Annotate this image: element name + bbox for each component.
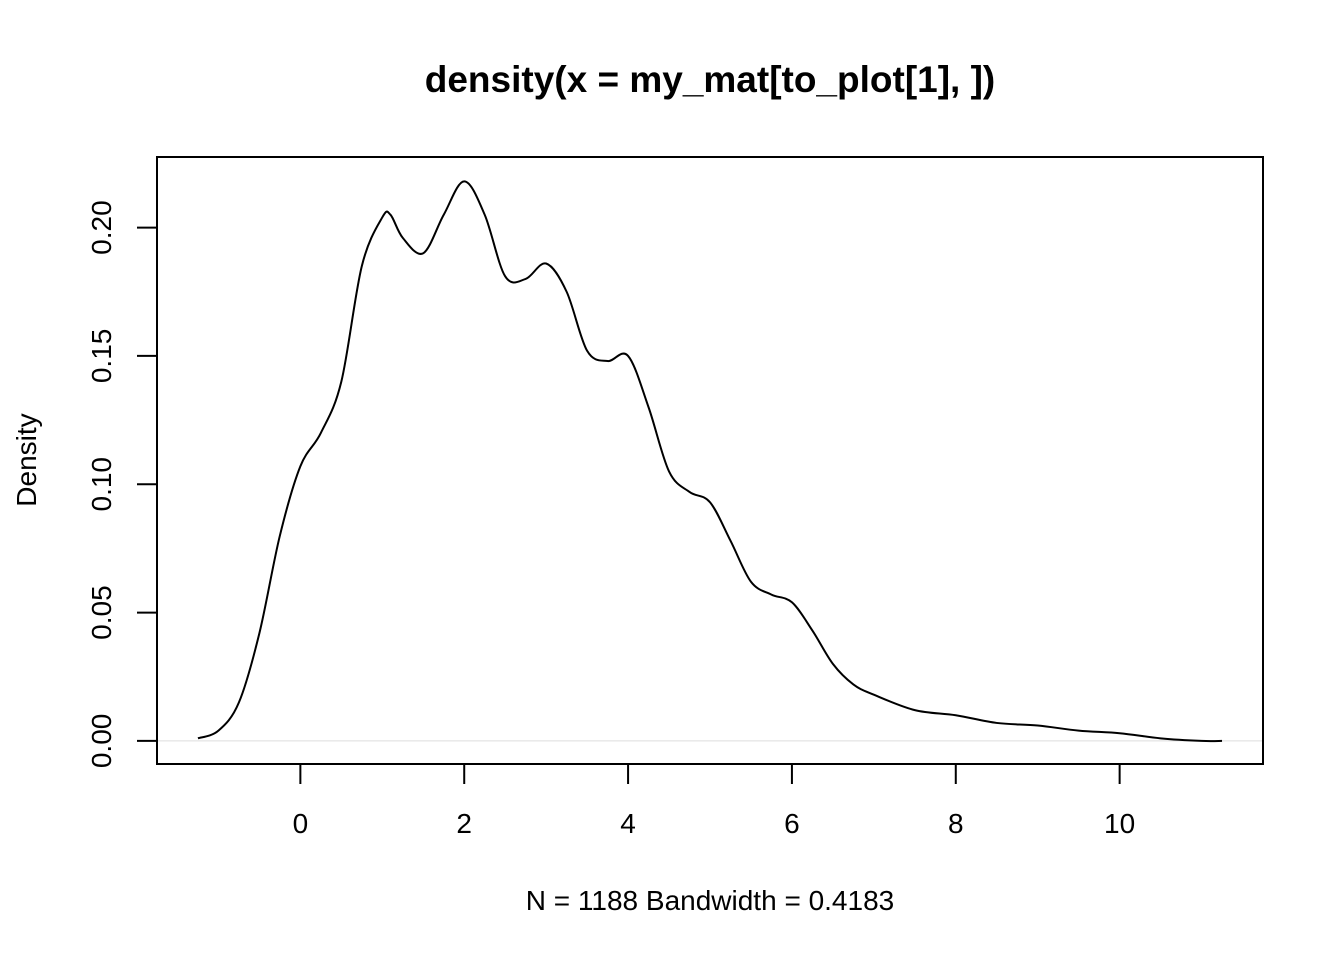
x-tick-label: 8 [948,808,964,839]
chart-title: density(x = my_mat[to_plot[1], ]) [425,59,996,100]
y-tick-label: 0.10 [86,457,117,512]
x-tick-label: 10 [1104,808,1135,839]
y-tick-label: 0.20 [86,200,117,255]
x-axis-label: N = 1188 Bandwidth = 0.4183 [526,885,894,916]
x-tick-label: 6 [784,808,800,839]
x-tick-label: 2 [456,808,472,839]
plot-frame [156,156,1264,765]
x-tick-label: 0 [293,808,309,839]
density-curve [197,180,1223,743]
y-tick-label: 0.00 [86,714,117,769]
y-tick-label: 0.15 [86,329,117,384]
y-axis: 0.00 0.05 0.10 0.15 0.20 [86,200,158,769]
x-axis: 0 2 4 6 8 10 [293,763,1135,839]
x-tick-label: 4 [620,808,636,839]
y-axis-label: Density [11,413,42,506]
y-tick-label: 0.05 [86,585,117,640]
